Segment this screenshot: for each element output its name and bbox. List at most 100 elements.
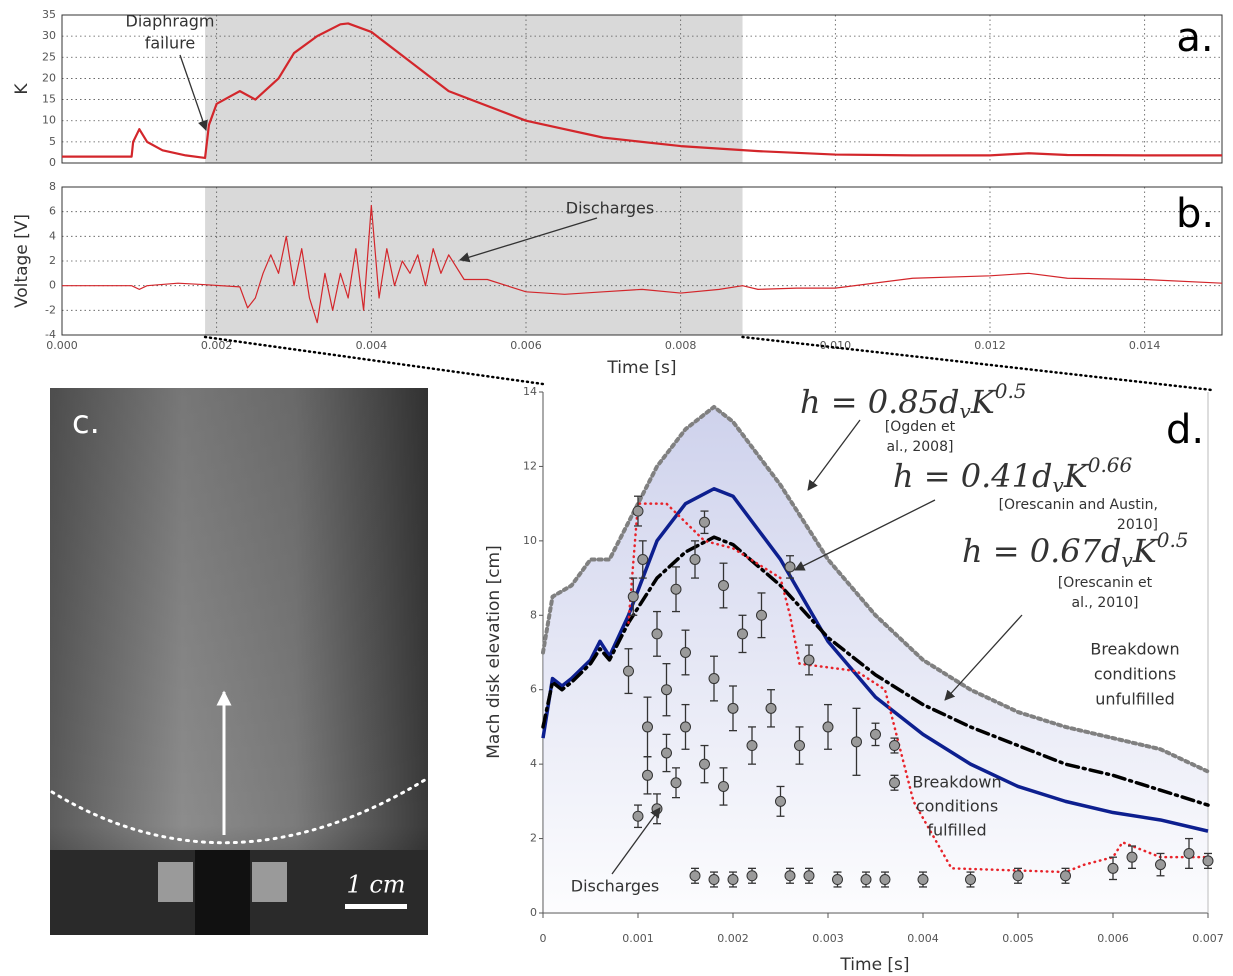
point [1202, 855, 1214, 867]
error-point [718, 562, 729, 609]
point [1183, 847, 1195, 859]
highlight-span [205, 15, 743, 163]
error-point [889, 774, 900, 791]
point [1107, 862, 1119, 874]
annotation-text: 2010] [1117, 517, 1158, 533]
error-point [775, 785, 786, 817]
x-tick-label: 0.007 [1192, 932, 1224, 945]
error-point [718, 767, 729, 806]
error-point [822, 703, 834, 750]
point [1126, 851, 1138, 863]
error-point [661, 733, 672, 773]
point [917, 874, 929, 886]
formula-part: h = 0.41d [893, 457, 1053, 495]
error-point [642, 696, 653, 758]
point [689, 553, 701, 565]
y-tick-label: 10 [523, 534, 537, 547]
error-point [689, 540, 701, 579]
panel-label: a. [1176, 15, 1213, 61]
formula-subscript: v [960, 399, 972, 423]
point [632, 505, 644, 517]
y-tick-label: 0 [530, 906, 537, 919]
point [699, 516, 710, 528]
error-point [680, 629, 691, 676]
annotation-arrow [611, 807, 661, 875]
error-point [680, 703, 691, 750]
x-tick-label: 0.006 [510, 339, 542, 352]
point [889, 777, 900, 789]
formula: h = 0.41dvK0.66 [893, 453, 1133, 497]
y-tick-label: 8 [530, 608, 537, 621]
error-point [889, 737, 900, 754]
error-point [794, 726, 805, 765]
point [718, 780, 729, 792]
point [784, 870, 796, 882]
annotation-text: al., 2010] [1072, 595, 1139, 611]
annotation-text: failure [145, 34, 196, 53]
y-tick-label: 5 [49, 135, 56, 148]
annotation-text: Discharges [571, 877, 659, 896]
y-axis-label: Mach disk elevation [cm] [484, 545, 504, 759]
error-point [1126, 845, 1138, 869]
formula-part: K [1063, 457, 1090, 495]
error-point [879, 871, 891, 888]
point [965, 874, 976, 886]
error-point [1060, 867, 1071, 884]
point [746, 870, 758, 882]
area [543, 406, 1208, 913]
point [1012, 870, 1024, 882]
point [775, 795, 786, 807]
error-point [699, 744, 710, 784]
point [708, 673, 720, 685]
annotation-arrow [807, 419, 861, 491]
point [803, 654, 815, 666]
point [1060, 870, 1071, 882]
photo-shade [50, 388, 428, 935]
error-point [651, 610, 663, 657]
y-tick-label: 6 [49, 205, 56, 218]
error-point [870, 722, 881, 747]
y-tick-label: 25 [42, 50, 56, 63]
point [689, 870, 701, 882]
point [632, 810, 644, 822]
error-point [637, 540, 649, 579]
point [670, 777, 682, 789]
formula-superscript: 0.66 [1088, 453, 1133, 477]
point [860, 874, 872, 886]
error-point [803, 867, 815, 884]
point [627, 591, 639, 603]
plot-frame [61, 14, 1223, 164]
x-tick-label: 0.005 [1002, 932, 1034, 945]
point [642, 721, 653, 733]
point [870, 728, 881, 740]
y-tick-label: -4 [45, 328, 56, 341]
point [718, 580, 729, 592]
point [623, 665, 634, 677]
x-tick-label: 0.000 [46, 339, 78, 352]
error-point [623, 648, 634, 695]
error-point [727, 685, 739, 732]
formula-subscript: v [1053, 473, 1065, 497]
error-point [632, 495, 644, 527]
point [803, 870, 815, 882]
error-point [917, 871, 929, 888]
error-point [1155, 852, 1166, 877]
panel-label: c. [72, 403, 100, 441]
error-point [765, 689, 777, 728]
formula-part: h = 0.85d [800, 383, 960, 421]
panel-label: b. [1176, 191, 1214, 237]
y-axis-label: K [12, 83, 32, 95]
x-tick-label: 0.010 [820, 339, 852, 352]
error-point [727, 871, 739, 888]
panel-label: d. [1166, 407, 1204, 453]
nozzle-center [195, 850, 250, 935]
chart-panel: -4 -2 0 2 4 6 8 0.000 0.002 0.004 0.006 0.008 0.010 0… [12, 180, 1223, 378]
annotation-text: Diaphragm [126, 12, 215, 31]
point [746, 740, 758, 752]
error-point [627, 577, 639, 616]
point [661, 747, 672, 759]
x-tick-label: 0.003 [812, 932, 844, 945]
error-point [746, 726, 758, 765]
y-tick-label: 20 [42, 71, 56, 84]
